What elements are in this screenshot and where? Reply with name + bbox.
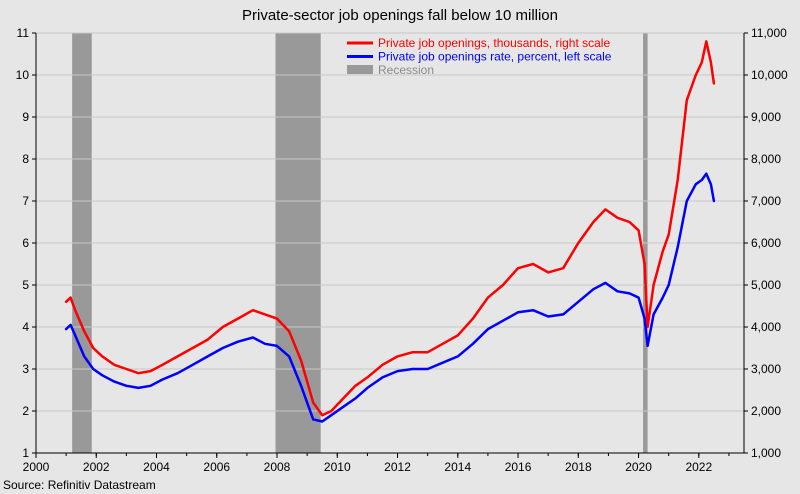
right-tick-label: 1,000 [751, 446, 781, 460]
series-line [64, 40, 716, 417]
series-lines [64, 40, 716, 423]
legend-label: Recession [378, 63, 434, 77]
left-tick-label: 7 [22, 194, 29, 208]
axes: 2000 2002 2004 2006 2008 2010 2012 2014 2016 2018… [16, 26, 788, 474]
x-tick-label: 2004 [143, 460, 170, 474]
x-tick-label: 2002 [83, 460, 110, 474]
left-tick-label: 2 [22, 404, 29, 418]
left-tick-label: 4 [22, 320, 29, 334]
legend-label: Private job openings rate, percent, left… [378, 50, 612, 64]
source-note: Source: Refinitiv Datastream [3, 478, 156, 492]
x-tick-label: 2014 [444, 460, 471, 474]
x-tick-label: 2018 [565, 460, 592, 474]
x-tick-label: 2010 [324, 460, 351, 474]
right-tick-label: 8,000 [751, 152, 781, 166]
legend: Private job openings, thousands, right s… [347, 36, 612, 77]
left-tick-label: 9 [22, 110, 29, 124]
right-tick-label: 10,000 [751, 68, 788, 82]
x-tick-label: 2006 [203, 460, 230, 474]
right-tick-label: 11,000 [751, 26, 787, 40]
right-tick-label: 5,000 [751, 278, 781, 292]
x-tick-label: 2000 [23, 460, 50, 474]
left-tick-label: 1 [22, 446, 29, 460]
x-tick-label: 2012 [384, 460, 411, 474]
left-tick-label: 8 [22, 152, 29, 166]
left-tick-label: 11 [17, 26, 30, 40]
left-tick-label: 6 [22, 236, 29, 250]
x-tick-label: 2022 [685, 460, 712, 474]
right-tick-label: 6,000 [751, 236, 781, 250]
legend-swatch-recession [347, 65, 373, 74]
x-tick-label: 2016 [505, 460, 532, 474]
right-tick-label: 4,000 [751, 320, 781, 334]
x-tick-label: 2008 [264, 460, 291, 474]
left-tick-label: 10 [16, 68, 30, 82]
right-tick-label: 3,000 [751, 362, 781, 376]
chart-title: Private-sector job openings fall below 1… [242, 7, 558, 24]
left-tick-label: 5 [22, 278, 29, 292]
right-tick-label: 7,000 [751, 194, 781, 208]
right-tick-label: 2,000 [751, 404, 781, 418]
legend-label: Private job openings, thousands, right s… [378, 36, 610, 50]
series-line [64, 172, 716, 423]
left-tick-label: 3 [22, 362, 29, 376]
x-tick-label: 2020 [625, 460, 652, 474]
right-tick-label: 9,000 [751, 110, 781, 124]
